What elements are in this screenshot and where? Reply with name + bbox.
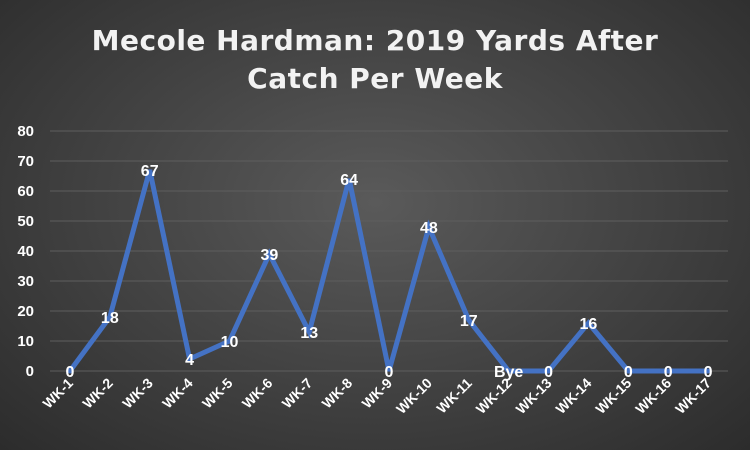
- data-label: 39: [260, 247, 278, 264]
- y-tick-label: 0: [26, 363, 34, 380]
- data-label: 48: [420, 220, 438, 237]
- y-tick-label: 10: [17, 333, 34, 350]
- data-label: 10: [221, 334, 239, 351]
- data-label: 4: [185, 352, 194, 369]
- data-labels: 0 18 67 4 10 39 13 64 0 48 17 Bye 0 16 0 0 0: [65, 163, 712, 381]
- data-label: 16: [580, 316, 598, 333]
- x-axis-ticks: WK-1 WK-2 WK-3 WK-4 WK-5 WK-6 WK-7 WK-8 WK-9WK-1…: [39, 375, 714, 417]
- data-label: 0: [65, 364, 74, 381]
- y-tick-label: 20: [17, 303, 34, 320]
- y-axis-ticks: 0 10 20 30 40 50 60 70 80: [17, 123, 34, 380]
- x-tick-label: WK-4: [159, 375, 196, 412]
- x-tick-label: WK-14: [552, 375, 594, 417]
- y-tick-label: 70: [17, 153, 34, 170]
- x-tick-label: WK-11: [433, 375, 475, 417]
- x-tick-label: WK-3: [119, 375, 156, 412]
- chart-title: Mecole Hardman: 2019 Yards After Catch P…: [0, 22, 750, 98]
- data-label: Bye: [494, 364, 523, 381]
- data-label: 17: [460, 313, 478, 330]
- y-tick-label: 50: [17, 213, 34, 230]
- series-line-path: [67, 169, 711, 374]
- x-tick-label: WK-5: [199, 375, 236, 412]
- y-tick-label: 30: [17, 273, 34, 290]
- x-tick-label: WK-2: [79, 375, 116, 412]
- data-label: 0: [624, 364, 633, 381]
- x-tick-label: WK-8: [319, 375, 356, 412]
- chart-title-line-2: Catch Per Week: [247, 62, 503, 95]
- data-label: 0: [385, 364, 394, 381]
- y-tick-label: 80: [17, 123, 34, 140]
- x-tick-label: WK-10: [393, 375, 435, 417]
- data-label: 0: [544, 364, 553, 381]
- y-tick-label: 60: [17, 183, 34, 200]
- y-tick-label: 40: [17, 243, 34, 260]
- data-label: 67: [141, 163, 159, 180]
- data-label: 0: [664, 364, 673, 381]
- data-label: 18: [101, 310, 119, 327]
- x-tick-label: WK-6: [239, 375, 276, 412]
- data-label: 64: [340, 172, 358, 189]
- series-line: [67, 169, 711, 374]
- chart-title-line-1: Mecole Hardman: 2019 Yards After: [91, 24, 659, 57]
- x-tick-label: WK-7: [279, 375, 316, 412]
- data-label: 13: [300, 325, 318, 342]
- data-label: 0: [704, 364, 713, 381]
